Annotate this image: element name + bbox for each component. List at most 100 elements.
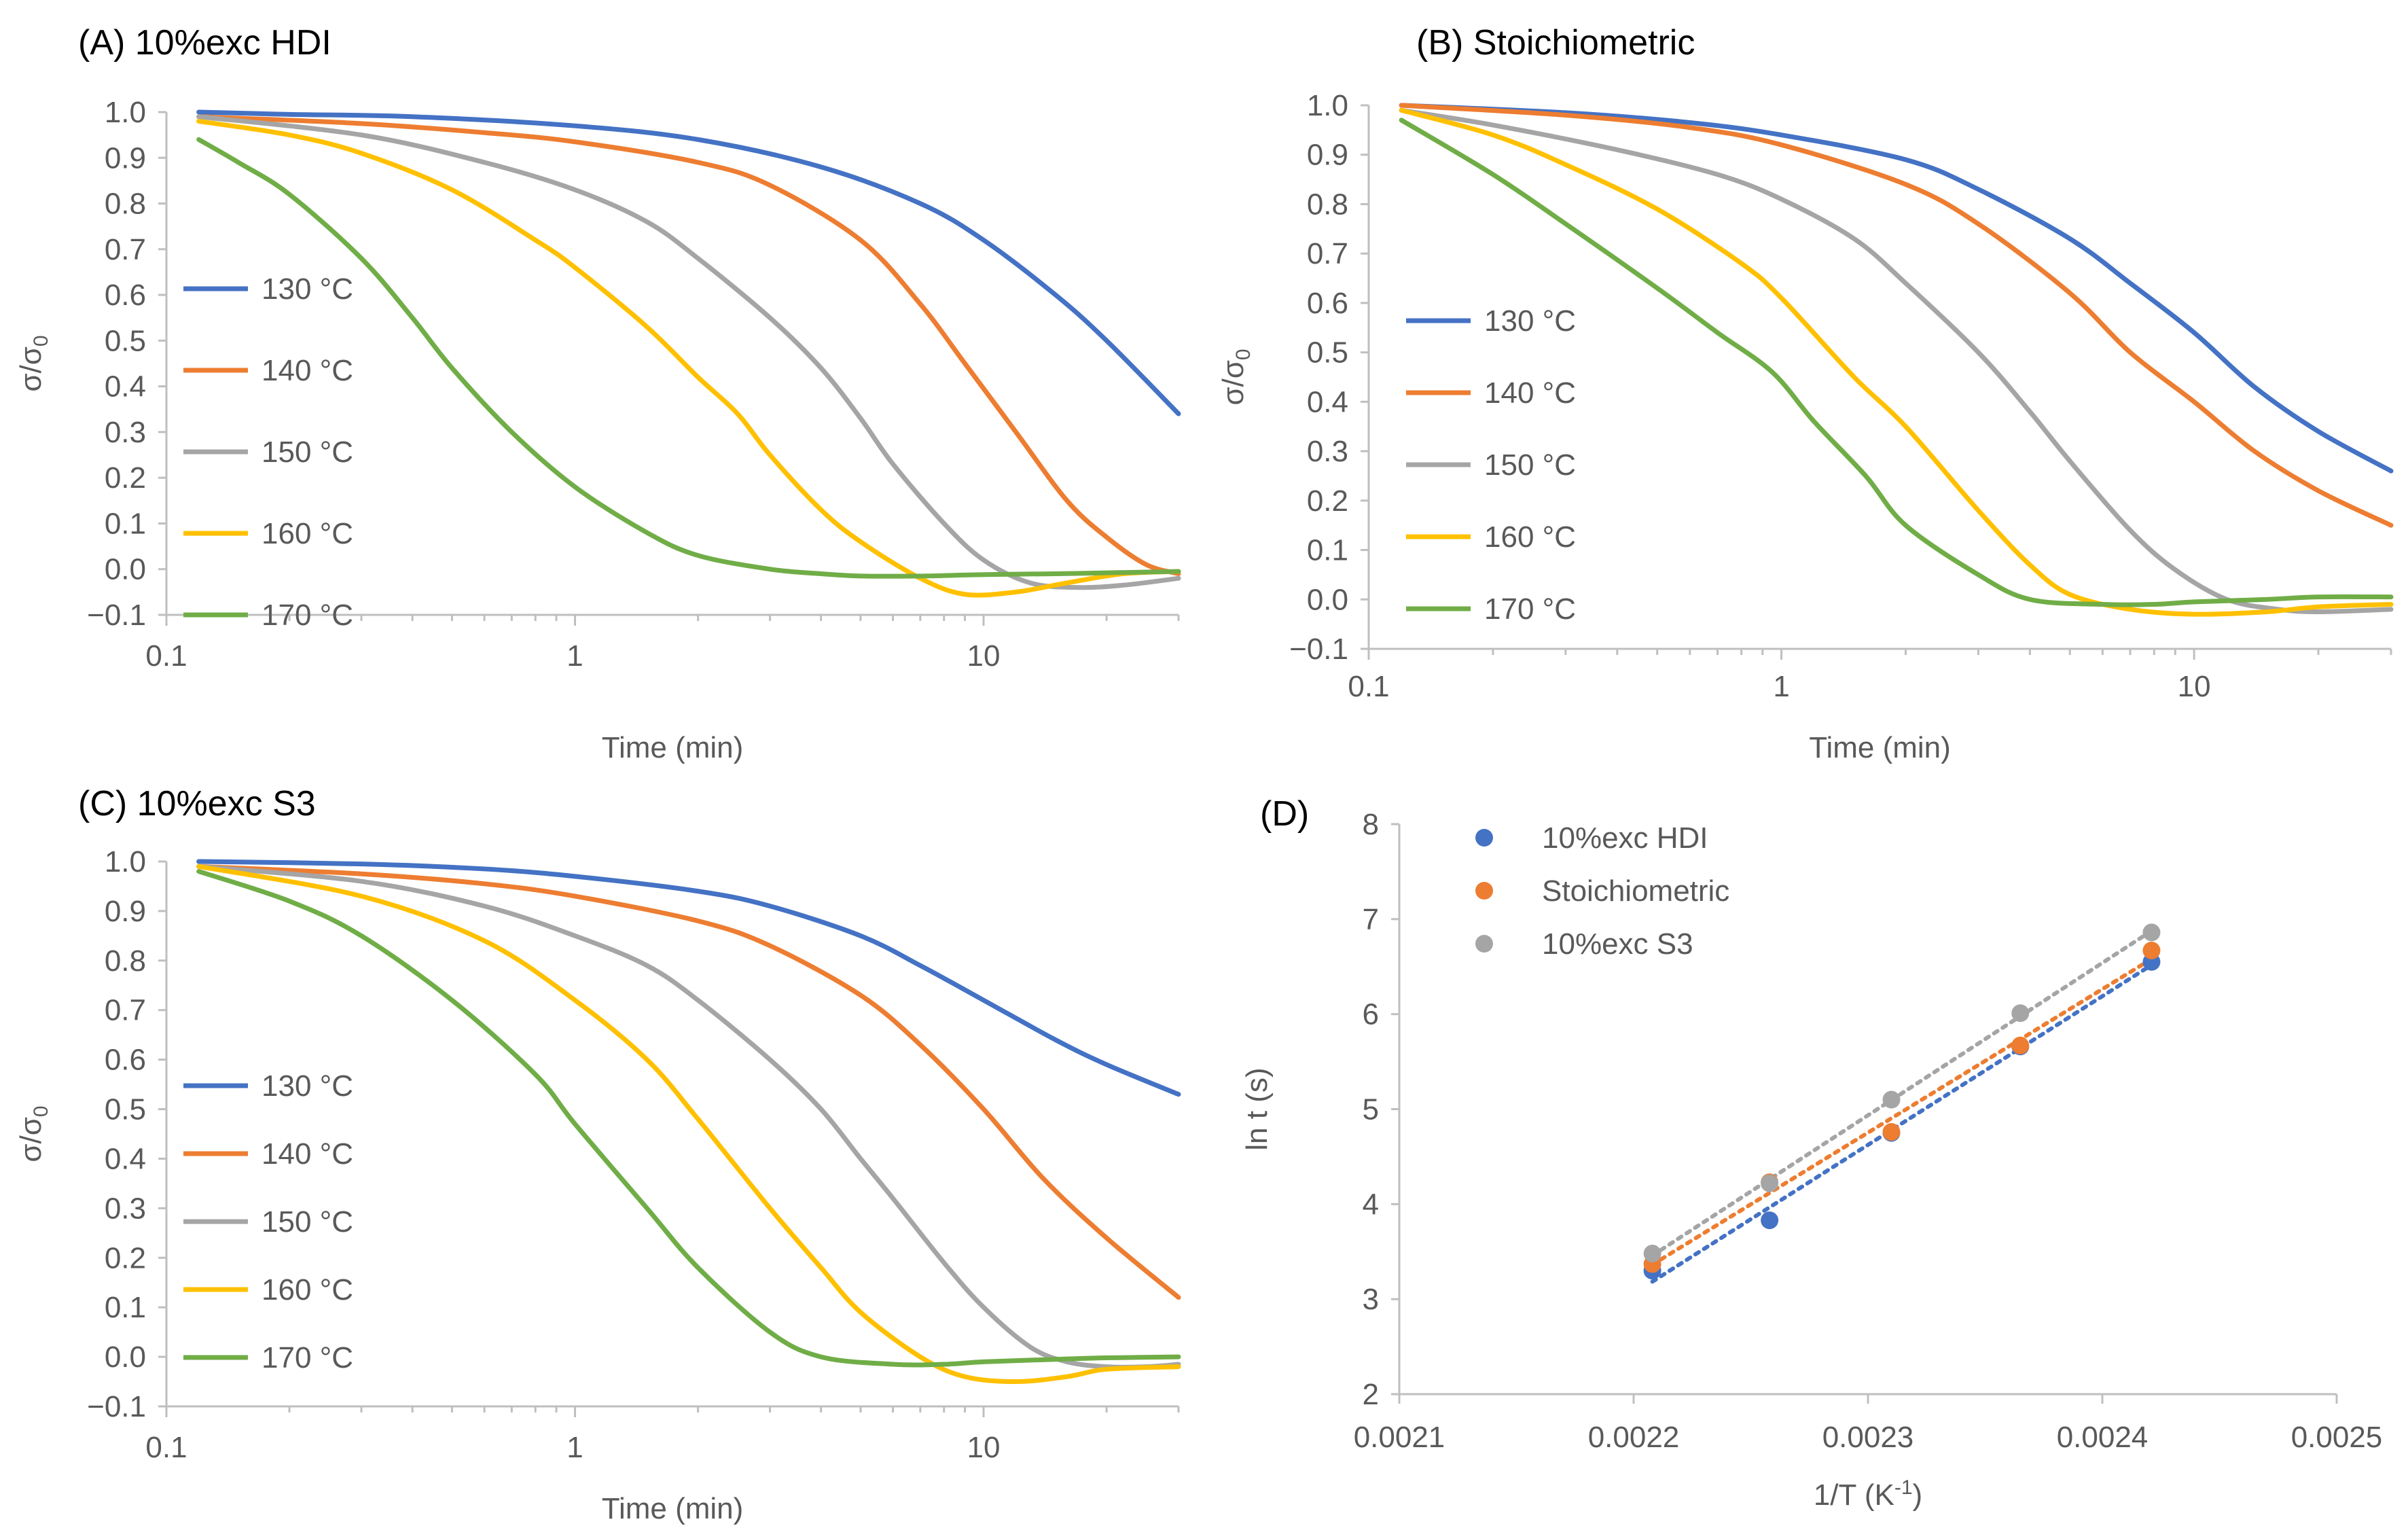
y-axis-label-main: σ/σ bbox=[14, 1117, 48, 1162]
legend-label: 160 °C bbox=[1484, 520, 1576, 554]
y-tick-label: 0.0 bbox=[1307, 583, 1348, 616]
panel-b: (B) Stoichiometric −0.1 0.0 0.1 0.2 0.3 0.4 0.5… bbox=[1217, 23, 2394, 764]
y-tick-label: 0.3 bbox=[1307, 435, 1348, 468]
y-axis-label-main: σ/σ bbox=[1217, 360, 1250, 406]
x-tick-label: 10 bbox=[2178, 670, 2211, 703]
y-tick-label: 0.9 bbox=[105, 895, 146, 928]
data-point bbox=[1882, 1123, 1901, 1141]
y-tick-label: 0.5 bbox=[1307, 336, 1348, 370]
y-axis-label-main: σ/σ bbox=[14, 347, 48, 392]
y-tick-label: 0.6 bbox=[105, 1044, 146, 1077]
legend-marker bbox=[1475, 882, 1493, 900]
x-tick-label: 0.1 bbox=[145, 1431, 187, 1464]
y-tick-label: 1.0 bbox=[105, 845, 146, 878]
y-tick-label: 0.8 bbox=[105, 944, 146, 978]
data-point bbox=[2011, 1036, 2030, 1054]
series-line-160c bbox=[1399, 107, 2394, 617]
legend-label: 140 °C bbox=[1484, 376, 1576, 410]
legend-marker bbox=[1475, 829, 1493, 847]
data-point bbox=[1761, 1211, 1779, 1230]
y-tick-label: 0.0 bbox=[105, 553, 146, 586]
y-tick-label: 0.4 bbox=[105, 370, 146, 404]
legend-label: 150 °C bbox=[1484, 448, 1576, 482]
y-tick-label: 7 bbox=[1363, 903, 1379, 936]
x-tick-label: 1 bbox=[567, 1431, 583, 1464]
x-tick-label: 0.0025 bbox=[2291, 1421, 2383, 1454]
y-tick-label: 0.7 bbox=[1307, 237, 1348, 270]
legend-label: 130 °C bbox=[262, 1069, 353, 1103]
y-tick-label: 0.7 bbox=[105, 233, 146, 266]
legend-label: 10%exc HDI bbox=[1542, 821, 1708, 855]
panel-c: (C) 10%exc S3 −0.1 0.0 0.1 0.2 0.3 0.4 0.5 0.6 0.… bbox=[14, 784, 1181, 1525]
y-tick-label: 0.9 bbox=[105, 141, 146, 175]
legend-label: 10%exc S3 bbox=[1542, 927, 1693, 961]
panel-title: (B) Stoichiometric bbox=[1416, 23, 1695, 63]
panel-d: (D) 2 3 4 5 6 7 8 0.0021 0.0022 0.0023 0.0024 0.0025… bbox=[1240, 794, 2382, 1512]
x-axis-label-superscript: -1 bbox=[1894, 1476, 1913, 1499]
legend-label: 130 °C bbox=[1484, 304, 1576, 338]
y-axis-label-subscript: 0 bbox=[1232, 349, 1255, 360]
y-axis-label-subscript: 0 bbox=[30, 335, 52, 347]
y-tick-label: 4 bbox=[1363, 1188, 1379, 1221]
x-axis-label: Time (min) bbox=[1809, 731, 1951, 764]
y-tick-label: 0.8 bbox=[1307, 188, 1348, 221]
legend-label: 160 °C bbox=[262, 1273, 353, 1307]
y-tick-label: 0.0 bbox=[105, 1340, 146, 1374]
y-tick-label: 0.8 bbox=[105, 188, 146, 221]
series-line-130c bbox=[196, 109, 1181, 416]
y-tick-label: 0.4 bbox=[105, 1142, 146, 1175]
series-line-170c bbox=[1399, 118, 2394, 607]
panel-title: (D) bbox=[1260, 794, 1309, 834]
y-tick-label: 0.6 bbox=[1307, 287, 1348, 320]
series-line-170c bbox=[196, 137, 1181, 579]
y-tick-label: 0.1 bbox=[105, 507, 146, 540]
legend-label: 170 °C bbox=[1484, 592, 1576, 626]
legend-label: 150 °C bbox=[262, 436, 353, 469]
y-tick-label: 2 bbox=[1363, 1378, 1379, 1411]
series-line-140c bbox=[196, 114, 1181, 576]
data-point bbox=[1643, 1245, 1661, 1263]
series-line-150c bbox=[196, 114, 1181, 590]
x-tick-label: 0.0022 bbox=[1588, 1421, 1680, 1454]
y-tick-label: 5 bbox=[1363, 1093, 1379, 1126]
y-tick-label: 3 bbox=[1363, 1283, 1379, 1316]
x-axis-label: Time (min) bbox=[602, 1492, 744, 1525]
y-tick-label: 0.9 bbox=[1307, 139, 1348, 172]
legend-label: 170 °C bbox=[262, 599, 353, 632]
x-axis-label-end: ) bbox=[1913, 1478, 1923, 1512]
y-tick-label: 0.5 bbox=[105, 324, 146, 357]
legend-marker bbox=[1475, 935, 1493, 953]
x-tick-label: 10 bbox=[967, 639, 1001, 673]
series-line-140c bbox=[196, 864, 1181, 1300]
y-tick-label: 0.2 bbox=[105, 1241, 146, 1275]
legend-label: 170 °C bbox=[262, 1341, 353, 1374]
y-tick-label: 0.1 bbox=[1307, 534, 1348, 567]
y-tick-label: −0.1 bbox=[1289, 633, 1348, 666]
x-tick-label: 1 bbox=[567, 639, 583, 673]
trendline bbox=[1650, 957, 2154, 1267]
y-tick-label: 6 bbox=[1363, 998, 1379, 1031]
series-line-160c bbox=[196, 118, 1181, 598]
series-line-130c bbox=[1399, 103, 2394, 474]
series-line-140c bbox=[1399, 103, 2394, 528]
y-tick-label: 0.3 bbox=[105, 1192, 146, 1225]
y-axis-label: ln t (s) bbox=[1240, 1067, 1274, 1150]
legend-label: Stoichiometric bbox=[1542, 874, 1729, 908]
y-tick-label: 0.2 bbox=[105, 461, 146, 495]
y-tick-label: 0.3 bbox=[105, 416, 146, 449]
x-tick-label: 0.0021 bbox=[1354, 1421, 1445, 1454]
x-tick-label: 10 bbox=[967, 1431, 1001, 1464]
y-tick-label: 0.1 bbox=[105, 1291, 146, 1324]
y-tick-label: 0.2 bbox=[1307, 484, 1348, 518]
panel-title: (C) 10%exc S3 bbox=[78, 784, 316, 823]
x-tick-label: 0.0024 bbox=[2057, 1421, 2149, 1454]
y-tick-label: −0.1 bbox=[87, 599, 146, 632]
legend-label: 150 °C bbox=[262, 1205, 353, 1239]
y-tick-label: 8 bbox=[1363, 808, 1379, 841]
legend-label: 130 °C bbox=[262, 272, 353, 306]
legend-label: 140 °C bbox=[262, 1137, 353, 1171]
x-axis-label: 1/T (K-1) bbox=[1814, 1476, 1922, 1512]
data-point bbox=[1761, 1174, 1779, 1192]
panel-title: (A) 10%exc HDI bbox=[78, 23, 331, 63]
